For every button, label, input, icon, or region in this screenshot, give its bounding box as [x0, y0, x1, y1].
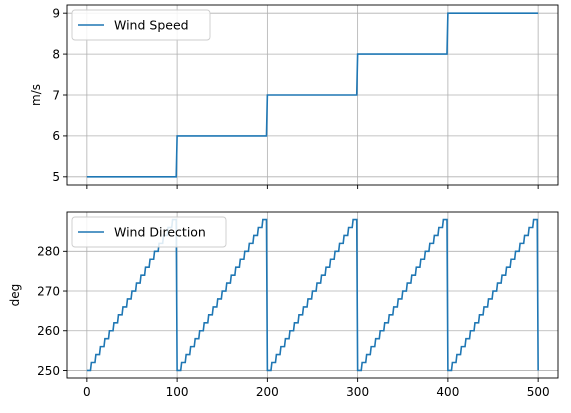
legend-label: Wind Direction [114, 225, 206, 240]
y-tick-label: 7 [52, 88, 60, 102]
x-tick-label: 100 [166, 385, 189, 399]
x-tick-label: 0 [83, 385, 91, 399]
y-tick-label: 260 [37, 324, 60, 338]
y-tick-label: 8 [52, 47, 60, 61]
y-tick-label: 6 [52, 129, 60, 143]
y-axis-label: m/s [29, 84, 43, 106]
x-tick-label: 200 [256, 385, 279, 399]
axes-frame [66, 211, 559, 379]
x-tick-label: 400 [436, 385, 459, 399]
y-tick-label: 250 [37, 364, 60, 378]
x-tick-label: 500 [527, 385, 550, 399]
wind-speed-panel: 5 6 7 8 9 m/s Wind Speed [29, 4, 559, 189]
y-tick-label: 280 [37, 245, 60, 259]
x-tick-label: 300 [346, 385, 369, 399]
y-tick-label: 9 [52, 6, 60, 20]
legend: Wind Direction [71, 216, 227, 248]
y-tick-label: 5 [52, 170, 60, 184]
y-axis-label: deg [8, 284, 22, 307]
y-tick-label: 270 [37, 284, 60, 298]
legend-label: Wind Speed [114, 18, 189, 33]
wind-direction-panel: 0 100 200 300 400 500 250 260 270 280 deg Wind Dire… [8, 211, 559, 399]
series-line-wind-speed [86, 12, 539, 178]
legend: Wind Speed [71, 9, 211, 41]
